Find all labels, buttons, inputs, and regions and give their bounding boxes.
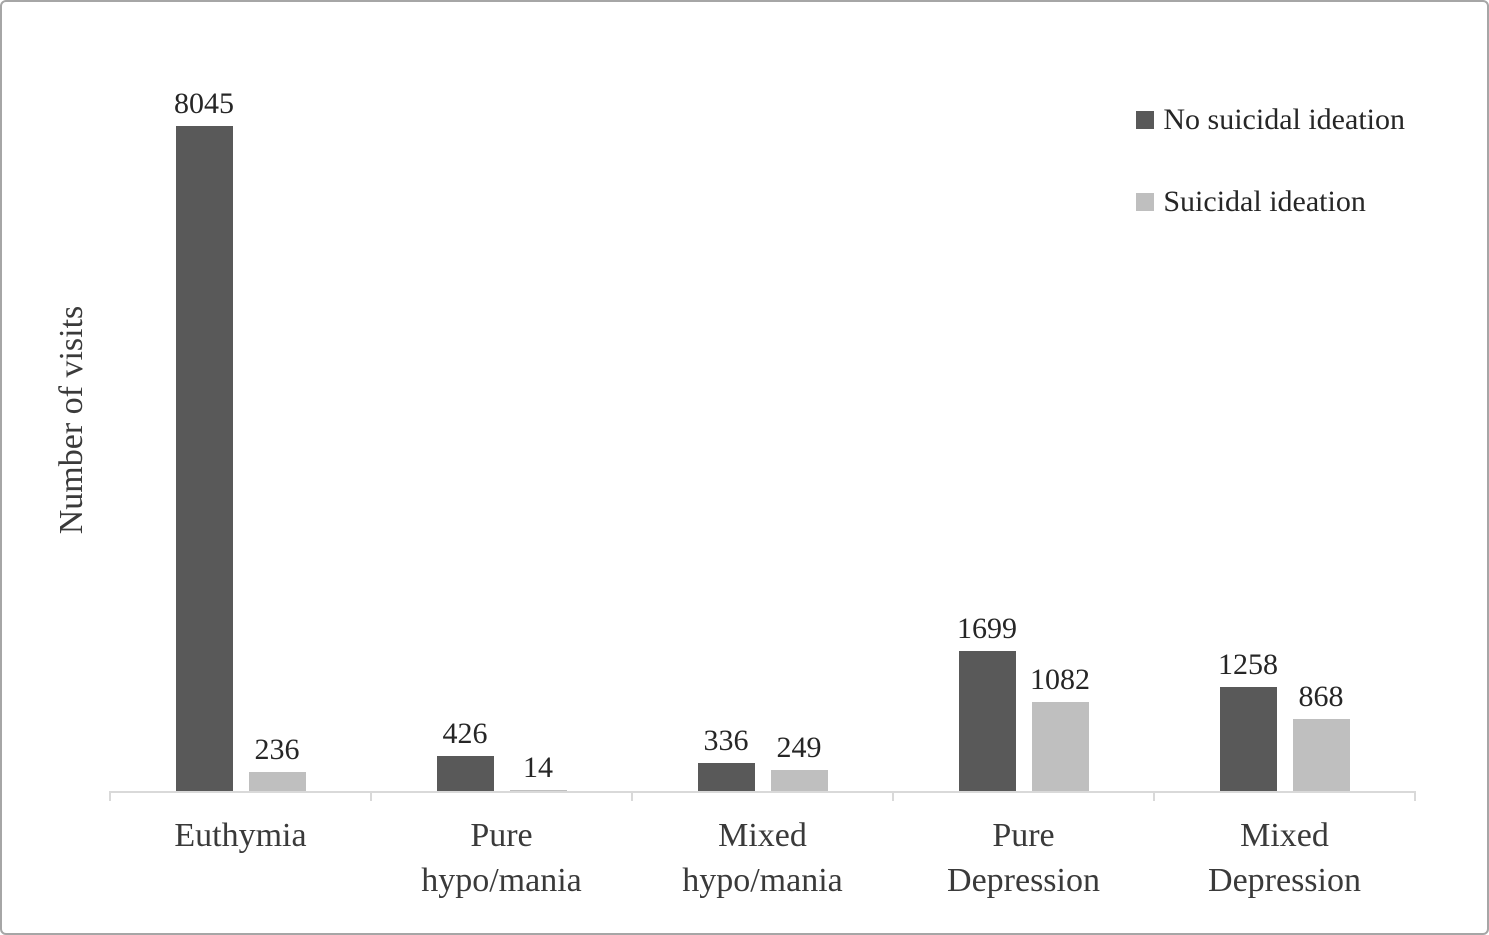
bar-no-suicidal-ideation xyxy=(958,650,1016,791)
category-label-euthymia: Euthymia xyxy=(174,817,307,854)
bar-slot-suicidal-ideation: 236 xyxy=(248,47,306,791)
category-label-mixed-depression: Mixed Depression xyxy=(1208,817,1361,899)
bar-suicidal-ideation xyxy=(770,770,828,791)
category-label-mixed-hypo-mania: Mixed hypo/mania xyxy=(682,817,843,899)
x-axis-category-labels: Euthymia Pure hypo/mania Mixed hypo/mania Pur… xyxy=(110,814,1415,904)
value-label-no-suicidal-ideation: 426 xyxy=(442,716,488,750)
bar-groups: 8045 236 426 14 336 249 1699 1082 1258 868 xyxy=(110,47,1415,791)
value-label-suicidal-ideation: 1082 xyxy=(1030,662,1090,696)
y-axis-label: Number of visits xyxy=(53,305,90,535)
bar-suicidal-ideation xyxy=(248,771,306,791)
bar-suicidal-ideation xyxy=(1292,719,1350,791)
bar-group-pure-hypo-mania: 426 14 xyxy=(371,47,632,791)
x-axis-tick xyxy=(1414,791,1416,801)
value-label-suicidal-ideation: 14 xyxy=(523,750,553,784)
value-label-no-suicidal-ideation: 1258 xyxy=(1218,648,1278,682)
bar-group-mixed-depression: 1258 868 xyxy=(1154,47,1415,791)
bar-slot-no-suicidal-ideation: 336 xyxy=(697,47,755,791)
bar-slot-no-suicidal-ideation: 8045 xyxy=(174,47,234,791)
value-label-suicidal-ideation: 868 xyxy=(1298,680,1344,714)
x-axis-tick xyxy=(1153,791,1155,801)
category-label-pure-depression: Pure Depression xyxy=(947,817,1100,899)
bar-slot-no-suicidal-ideation: 1699 xyxy=(957,47,1017,791)
bar-slot-no-suicidal-ideation: 426 xyxy=(436,47,494,791)
bar-slot-suicidal-ideation: 14 xyxy=(509,47,567,791)
bar-slot-no-suicidal-ideation: 1258 xyxy=(1218,47,1278,791)
bar-slot-suicidal-ideation: 249 xyxy=(770,47,828,791)
bar-slot-suicidal-ideation: 1082 xyxy=(1030,47,1090,791)
bar-suicidal-ideation xyxy=(509,789,567,791)
bar-group-mixed-hypo-mania: 336 249 xyxy=(632,47,893,791)
bar-group-euthymia: 8045 236 xyxy=(110,47,371,791)
legend-item-no-suicidal-ideation: No suicidal ideation xyxy=(1136,105,1405,135)
category-label-pure-hypo-mania: Pure hypo/mania xyxy=(421,817,582,899)
legend-swatch-suicidal-ideation xyxy=(1136,193,1155,211)
bar-suicidal-ideation xyxy=(1031,701,1089,791)
x-axis-tick xyxy=(109,791,111,801)
bar-no-suicidal-ideation xyxy=(1219,687,1277,791)
x-axis-tick xyxy=(370,791,372,801)
value-label-suicidal-ideation: 249 xyxy=(776,731,822,765)
chart-legend: No suicidal ideation Suicidal ideation xyxy=(1136,105,1405,217)
value-label-suicidal-ideation: 236 xyxy=(254,732,300,766)
bar-no-suicidal-ideation xyxy=(175,125,233,791)
bar-slot-suicidal-ideation: 868 xyxy=(1292,47,1350,791)
x-axis-tick xyxy=(892,791,894,801)
value-label-no-suicidal-ideation: 1699 xyxy=(957,611,1017,645)
legend-swatch-no-suicidal-ideation xyxy=(1136,111,1155,129)
bar-group-pure-depression: 1699 1082 xyxy=(893,47,1154,791)
legend-label-no-suicidal-ideation: No suicidal ideation xyxy=(1163,103,1405,136)
value-label-no-suicidal-ideation: 336 xyxy=(703,724,749,758)
x-axis-tick xyxy=(631,791,633,801)
legend-item-suicidal-ideation: Suicidal ideation xyxy=(1136,185,1366,218)
plot-area: 8045 236 426 14 336 249 1699 1082 1258 868 xyxy=(109,47,1416,801)
bar-no-suicidal-ideation xyxy=(436,755,494,791)
bar-no-suicidal-ideation xyxy=(697,763,755,791)
value-label-no-suicidal-ideation: 8045 xyxy=(174,86,234,120)
legend-label-suicidal-ideation: Suicidal ideation xyxy=(1163,185,1366,218)
